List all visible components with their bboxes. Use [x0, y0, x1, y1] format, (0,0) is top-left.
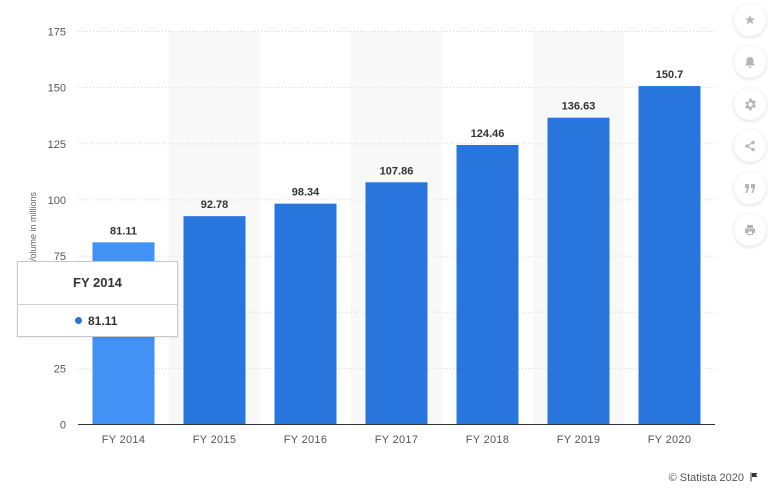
data-label: 81.11	[110, 225, 137, 237]
credit-text: © Statista 2020	[668, 472, 744, 484]
value-labels: 81.11 92.78 98.34 107.86 124.46 136.63 150.7	[110, 69, 683, 237]
share-icon[interactable]	[734, 130, 766, 162]
x-tick-label: FY 2017	[375, 434, 418, 446]
tooltip-series-dot	[75, 317, 82, 324]
tooltip-value: 81.11	[88, 314, 118, 328]
y-tick-label: 25	[54, 363, 66, 375]
y-axis-title: Volume in millions	[28, 191, 38, 264]
footer-credit: © Statista 2020	[669, 472, 759, 485]
x-tick-label: FY 2019	[557, 434, 600, 446]
x-tick-label: FY 2016	[284, 434, 327, 446]
bar[interactable]	[365, 182, 428, 425]
data-label: 150.7	[656, 69, 684, 81]
x-axis-labels: FY 2014 FY 2015 FY 2016 FY 2017 FY 2018 FY 20…	[102, 434, 691, 446]
y-tick-label: 175	[48, 27, 66, 39]
data-label: 107.86	[380, 165, 414, 177]
x-tick-label: FY 2018	[466, 434, 509, 446]
bar[interactable]	[183, 216, 246, 425]
bar[interactable]	[274, 203, 337, 425]
tooltip-title: FY 2014	[18, 262, 177, 305]
bar[interactable]	[547, 117, 610, 425]
flag-icon[interactable]	[749, 472, 759, 485]
y-tick-label: 150	[48, 83, 66, 95]
tooltip-body: 81.11	[18, 305, 177, 337]
gear-icon[interactable]	[734, 88, 766, 120]
bar[interactable]	[456, 144, 519, 425]
side-toolbar	[734, 4, 766, 256]
bar[interactable]	[638, 86, 701, 425]
bars	[92, 86, 701, 425]
y-tick-label: 125	[48, 139, 66, 151]
x-tick-label: FY 2020	[648, 434, 691, 446]
y-tick-label: 75	[54, 251, 66, 263]
bell-icon[interactable]	[734, 46, 766, 78]
data-label: 124.46	[471, 128, 505, 140]
y-axis-ticks: 0255075100125150175	[48, 27, 66, 432]
y-tick-label: 0	[60, 420, 66, 432]
data-label: 136.63	[562, 101, 596, 113]
quote-icon[interactable]	[734, 172, 766, 204]
y-tick-label: 100	[48, 195, 66, 207]
data-label: 92.78	[201, 199, 229, 211]
x-tick-label: FY 2014	[102, 434, 145, 446]
data-label: 98.34	[292, 187, 320, 199]
star-icon[interactable]	[734, 4, 766, 36]
tooltip: FY 2014 81.11	[17, 261, 178, 337]
x-tick-label: FY 2015	[193, 434, 236, 446]
print-icon[interactable]	[734, 214, 766, 246]
